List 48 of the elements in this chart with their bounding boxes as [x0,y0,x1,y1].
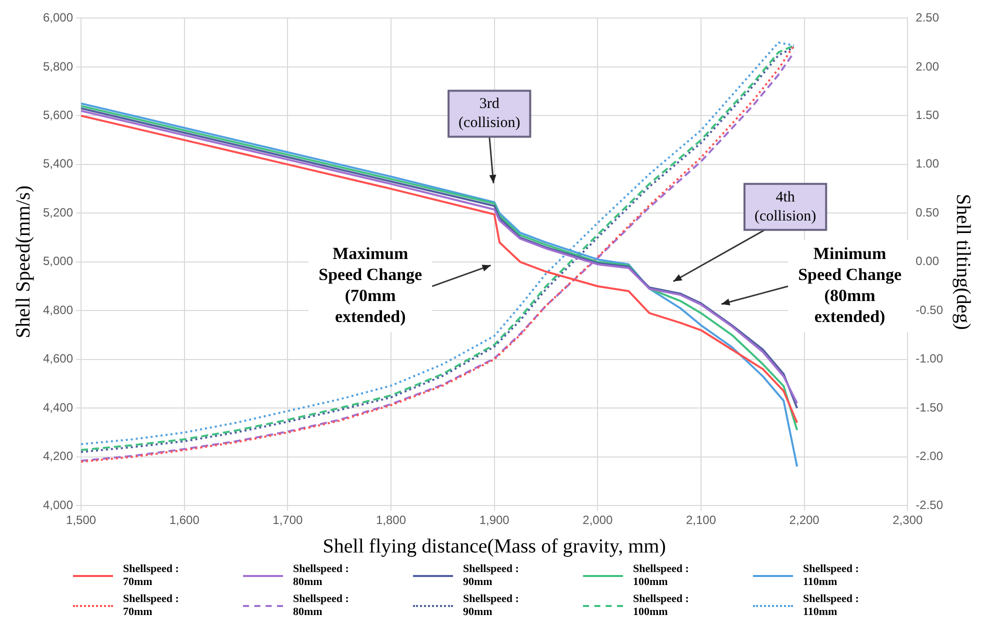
y2-tick-label: 1.50 [916,108,940,122]
y-tick-label: 5,400 [43,156,74,171]
x-tick-label: 2,000 [582,513,614,528]
x-axis-title: Shell flying distance(Mass of gravity, mm) [322,535,666,558]
legend-label: Shellspeed : 100mm [633,563,689,589]
legend-label: Shellspeed : 90mm [463,593,519,619]
y-tick-label: 4,200 [43,449,74,464]
y2-tick-label: 1.00 [916,156,940,171]
y-tick-label: 6,000 [43,10,74,25]
y2-tick-label: -1.50 [916,400,944,414]
x-tick-label: 2,200 [789,513,820,528]
y-axis-title: Shell Speed(mm/s) [12,186,34,338]
y-tick-label: 5,200 [43,205,74,220]
legend-label: Shellspeed : 80mm [293,563,349,589]
legend-label: Shellspeed : 90mm [463,563,519,589]
legend-label: Shellspeed : 80mm [293,593,349,619]
x-tick-label: 1,500 [66,513,96,528]
y-tick-label: 4,800 [43,302,74,317]
legend-label: Shellspeed : 110mm [803,563,859,589]
legend-label: Shellspeed : 70mm [123,593,179,619]
x-tick-label: 1,900 [479,513,510,528]
y2-tick-label: 2.00 [916,59,940,74]
x-tick-label: 1,700 [272,513,304,528]
x-tick-label: 1,800 [376,513,406,528]
annotation: Maximum Speed Change (70mm extended) [318,244,423,326]
legend-label: Shellspeed : 110mm [803,593,859,619]
y-tick-label: 5,600 [43,108,74,122]
y2-tick-label: -2.50 [916,498,944,512]
legend-label: Shellspeed : 70mm [123,563,179,589]
annotation: Minimum Speed Change (80mm extended) [798,244,902,326]
x-tick-label: 2,100 [686,513,716,528]
y-tick-label: 4,400 [43,400,74,414]
x-tick-label: 2,300 [892,513,923,528]
y2-tick-label: 0.50 [916,205,940,220]
y2-tick-label: -0.50 [916,302,944,317]
y2-tick-label: -2.00 [916,449,944,464]
y-tick-label: 4,000 [43,498,74,512]
y-tick-label: 5,800 [43,59,74,74]
y-tick-label: 4,600 [43,352,74,366]
y2-tick-label: -1.00 [916,352,944,366]
y2-tick-label: 0.00 [916,254,940,268]
y2-axis-title: Shell tilting(deg) [952,194,974,330]
x-tick-label: 1,600 [169,513,200,528]
legend-label: Shellspeed : 100mm [633,593,689,619]
y-tick-label: 5,000 [43,254,74,268]
annotation: 3rd (collision) [458,96,520,132]
annotation: 4th (collision) [754,189,816,224]
y2-tick-label: 2.50 [916,10,940,25]
